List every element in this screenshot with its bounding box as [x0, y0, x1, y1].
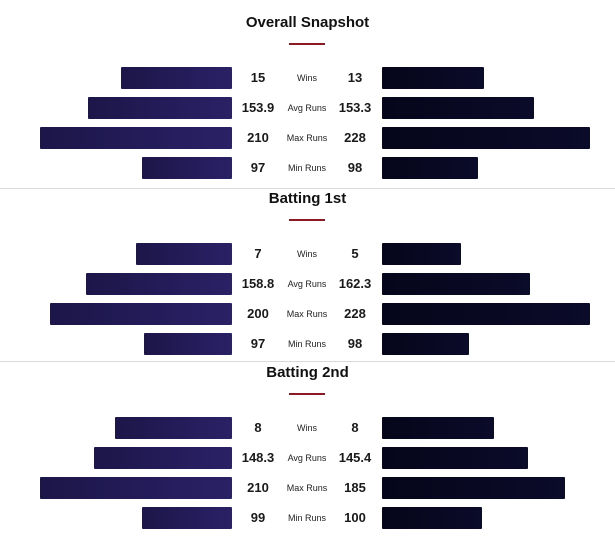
stat-label: Wins — [297, 73, 317, 83]
bar-right — [382, 333, 469, 355]
section-title: Batting 2nd — [266, 364, 349, 381]
value-right: 145.4 — [338, 450, 372, 465]
stat-label: Max Runs — [286, 483, 328, 493]
value-right: 8 — [351, 420, 359, 435]
section-divider — [0, 361, 615, 362]
value-right: 98 — [347, 160, 363, 175]
bar-left — [40, 127, 232, 149]
value-right: 185 — [344, 480, 366, 495]
title-underline — [289, 219, 325, 221]
bar-right — [382, 417, 494, 439]
stat-label: Avg Runs — [287, 279, 327, 289]
bar-right — [382, 273, 530, 295]
value-left: 97 — [250, 160, 266, 175]
bar-left — [142, 157, 232, 179]
title-underline — [289, 43, 325, 45]
section-title: Batting 1st — [268, 190, 347, 207]
stat-label: Min Runs — [287, 163, 326, 173]
value-right: 100 — [344, 510, 366, 525]
value-left: 15 — [250, 70, 266, 85]
stat-row-avg-runs: 148.3 Avg Runs 145.4 — [0, 447, 615, 469]
bar-left — [86, 273, 232, 295]
stat-row-max-runs: 210 Max Runs 185 — [0, 477, 615, 499]
bar-left — [50, 303, 232, 325]
value-left: 158.8 — [241, 276, 275, 291]
bar-left — [144, 333, 232, 355]
value-right: 13 — [347, 70, 363, 85]
value-left: 153.9 — [241, 100, 275, 115]
stat-label: Avg Runs — [287, 453, 327, 463]
bar-left — [94, 447, 232, 469]
bar-left — [115, 417, 232, 439]
value-right: 5 — [351, 246, 359, 261]
bar-right — [382, 447, 528, 469]
stat-label: Min Runs — [287, 339, 326, 349]
stat-row-min-runs: 97 Min Runs 98 — [0, 333, 615, 355]
value-left: 7 — [254, 246, 262, 261]
value-right: 228 — [344, 130, 366, 145]
title-underline — [289, 393, 325, 395]
stat-label: Max Runs — [286, 309, 328, 319]
stat-row-wins: 15 Wins 13 — [0, 67, 615, 89]
bar-left — [40, 477, 232, 499]
value-right: 98 — [347, 336, 363, 351]
bar-right — [382, 67, 484, 89]
value-left: 148.3 — [241, 450, 275, 465]
stat-label: Wins — [297, 249, 317, 259]
value-left: 97 — [250, 336, 266, 351]
stat-label: Avg Runs — [287, 103, 327, 113]
value-left: 210 — [247, 480, 269, 495]
stat-row-wins: 8 Wins 8 — [0, 417, 615, 439]
bar-left — [88, 97, 232, 119]
stat-row-avg-runs: 153.9 Avg Runs 153.3 — [0, 97, 615, 119]
bar-right — [382, 127, 590, 149]
section-title: Overall Snapshot — [245, 14, 370, 31]
stat-label: Wins — [297, 423, 317, 433]
value-right: 153.3 — [338, 100, 372, 115]
bar-left — [136, 243, 232, 265]
stat-label: Max Runs — [286, 133, 328, 143]
value-right: 162.3 — [338, 276, 372, 291]
stat-label: Min Runs — [287, 513, 326, 523]
stat-row-min-runs: 97 Min Runs 98 — [0, 157, 615, 179]
value-left: 210 — [247, 130, 269, 145]
bar-right — [382, 157, 478, 179]
value-left: 99 — [250, 510, 266, 525]
bar-right — [382, 97, 534, 119]
stat-row-max-runs: 200 Max Runs 228 — [0, 303, 615, 325]
bar-right — [382, 477, 565, 499]
bar-right — [382, 507, 482, 529]
stat-row-wins: 7 Wins 5 — [0, 243, 615, 265]
value-right: 228 — [344, 306, 366, 321]
value-left: 200 — [247, 306, 269, 321]
stat-row-max-runs: 210 Max Runs 228 — [0, 127, 615, 149]
value-left: 8 — [254, 420, 262, 435]
bar-right — [382, 303, 590, 325]
stat-row-min-runs: 99 Min Runs 100 — [0, 507, 615, 529]
stat-row-avg-runs: 158.8 Avg Runs 162.3 — [0, 273, 615, 295]
bar-right — [382, 243, 461, 265]
section-divider — [0, 188, 615, 189]
bar-left — [142, 507, 232, 529]
bar-left — [121, 67, 232, 89]
